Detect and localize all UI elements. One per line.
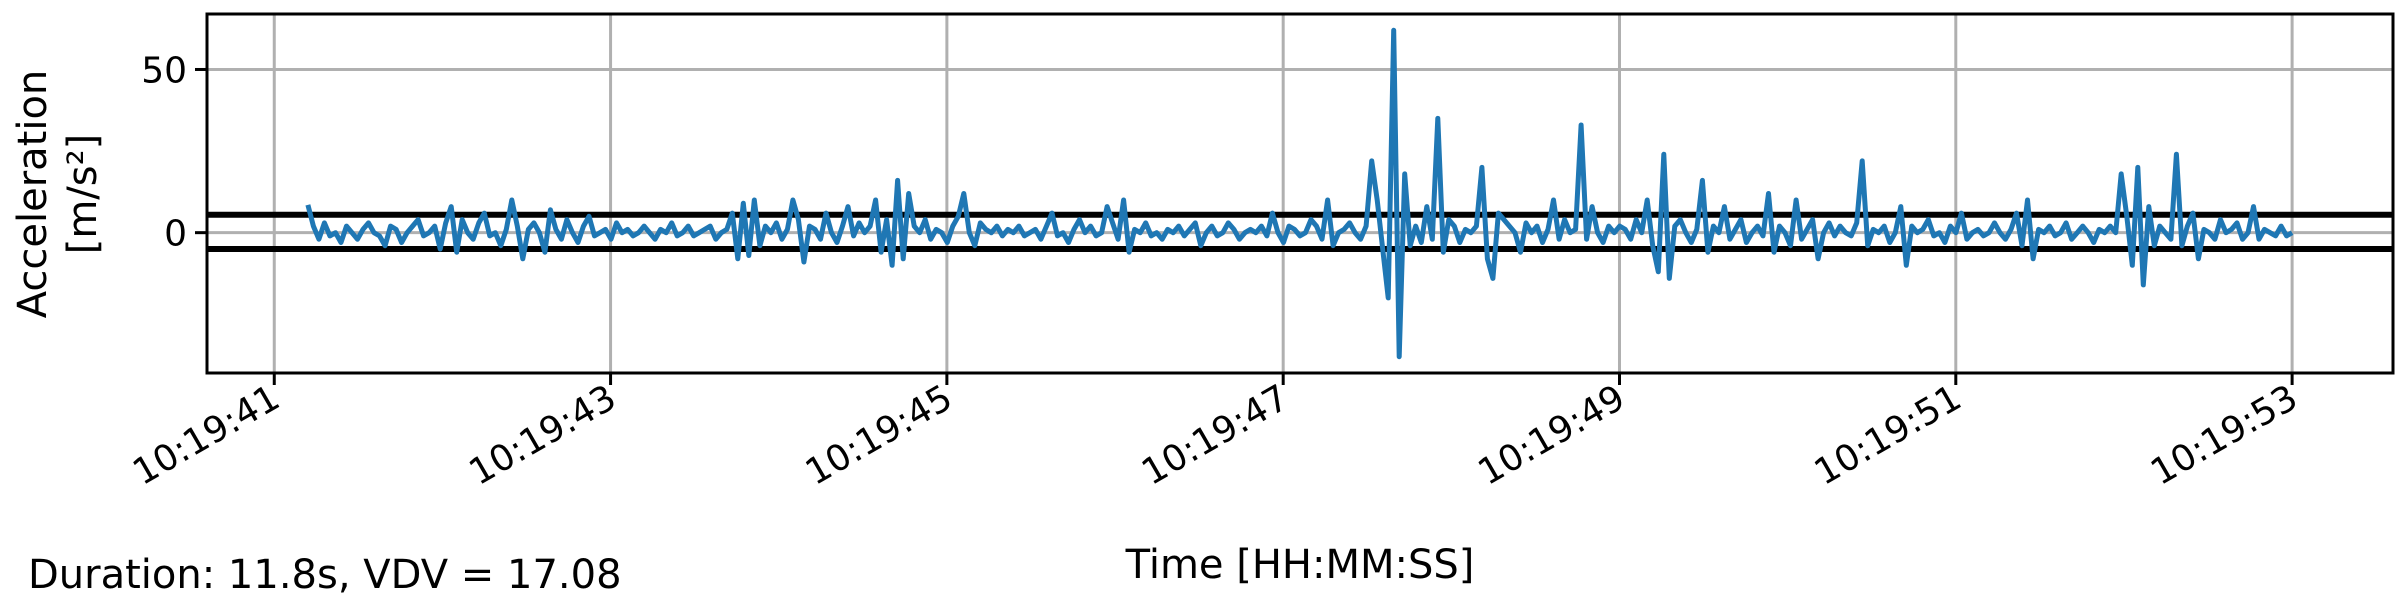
y-axis-label-line2: [m/s²]: [60, 134, 106, 255]
y-tick-label: 0: [164, 214, 187, 255]
x-axis-label: Time [HH:MM:SS]: [1125, 542, 1475, 588]
gridlines-y: [207, 67, 2393, 235]
x-tick-label: 10:19:43: [463, 377, 624, 493]
x-tick-label: 10:19:41: [126, 377, 287, 493]
x-tick-label: 10:19:53: [2144, 377, 2305, 493]
duration-vdv-summary: Duration: 11.8s, VDV = 17.08: [28, 552, 622, 598]
acceleration-series-line: [305, 27, 2294, 360]
gridlines-x: [272, 14, 2294, 373]
y-axis-label-line1: Acceleration: [10, 70, 56, 319]
x-tick-label: 10:19:51: [1808, 377, 1969, 493]
x-tick-label: 10:19:49: [1471, 377, 1632, 493]
x-tick-label: 10:19:45: [799, 377, 960, 493]
y-tick-label: 50: [141, 50, 187, 91]
y-ticks: 0 50: [141, 50, 207, 255]
x-ticks: 10:19:41 10:19:43 10:19:45 10:19:47 10:19:49…: [126, 373, 2305, 494]
x-tick-label: 10:19:47: [1135, 377, 1296, 493]
plot-frame: [205, 12, 2395, 375]
